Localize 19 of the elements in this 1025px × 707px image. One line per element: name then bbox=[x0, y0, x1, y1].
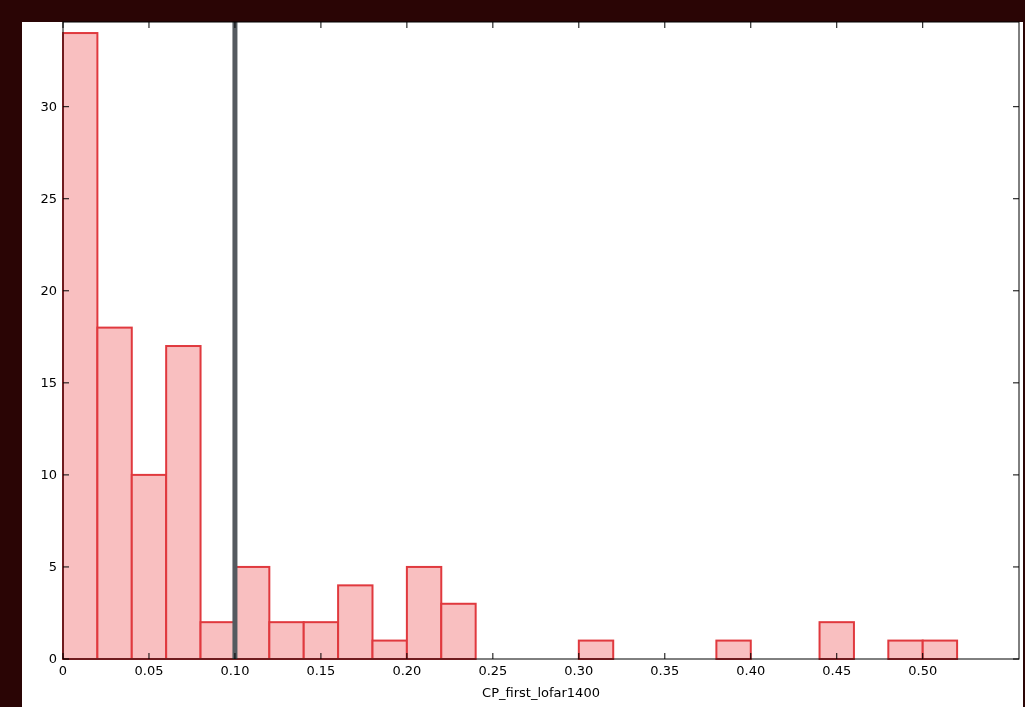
x-tick-label: 0.20 bbox=[392, 663, 422, 678]
y-tick-label: 5 bbox=[48, 558, 57, 574]
y-tick-label: 0 bbox=[48, 651, 57, 666]
x-tick-label: 0.50 bbox=[908, 663, 938, 678]
x-tick-label: 0.40 bbox=[736, 663, 766, 678]
y-tick-label: 20 bbox=[40, 282, 57, 298]
x-tick-label: 0.10 bbox=[220, 663, 250, 678]
x-tick-label: 0.35 bbox=[650, 663, 680, 678]
x-tick-label: 0.05 bbox=[134, 663, 164, 678]
x-tick-label: 0.30 bbox=[564, 663, 594, 678]
x-tick-label: 0 bbox=[58, 663, 68, 678]
y-tick-label: 15 bbox=[40, 374, 57, 390]
x-axis-title: CP_first_lofar1400 bbox=[482, 685, 600, 700]
y-tick-label: 25 bbox=[40, 190, 57, 206]
x-tick-label: 0.15 bbox=[306, 663, 336, 678]
y-tick-label: 30 bbox=[40, 98, 57, 114]
y-tick-label: 10 bbox=[40, 466, 57, 482]
x-tick-label: 0.25 bbox=[478, 663, 508, 678]
x-tick-label: 0.45 bbox=[822, 663, 852, 678]
